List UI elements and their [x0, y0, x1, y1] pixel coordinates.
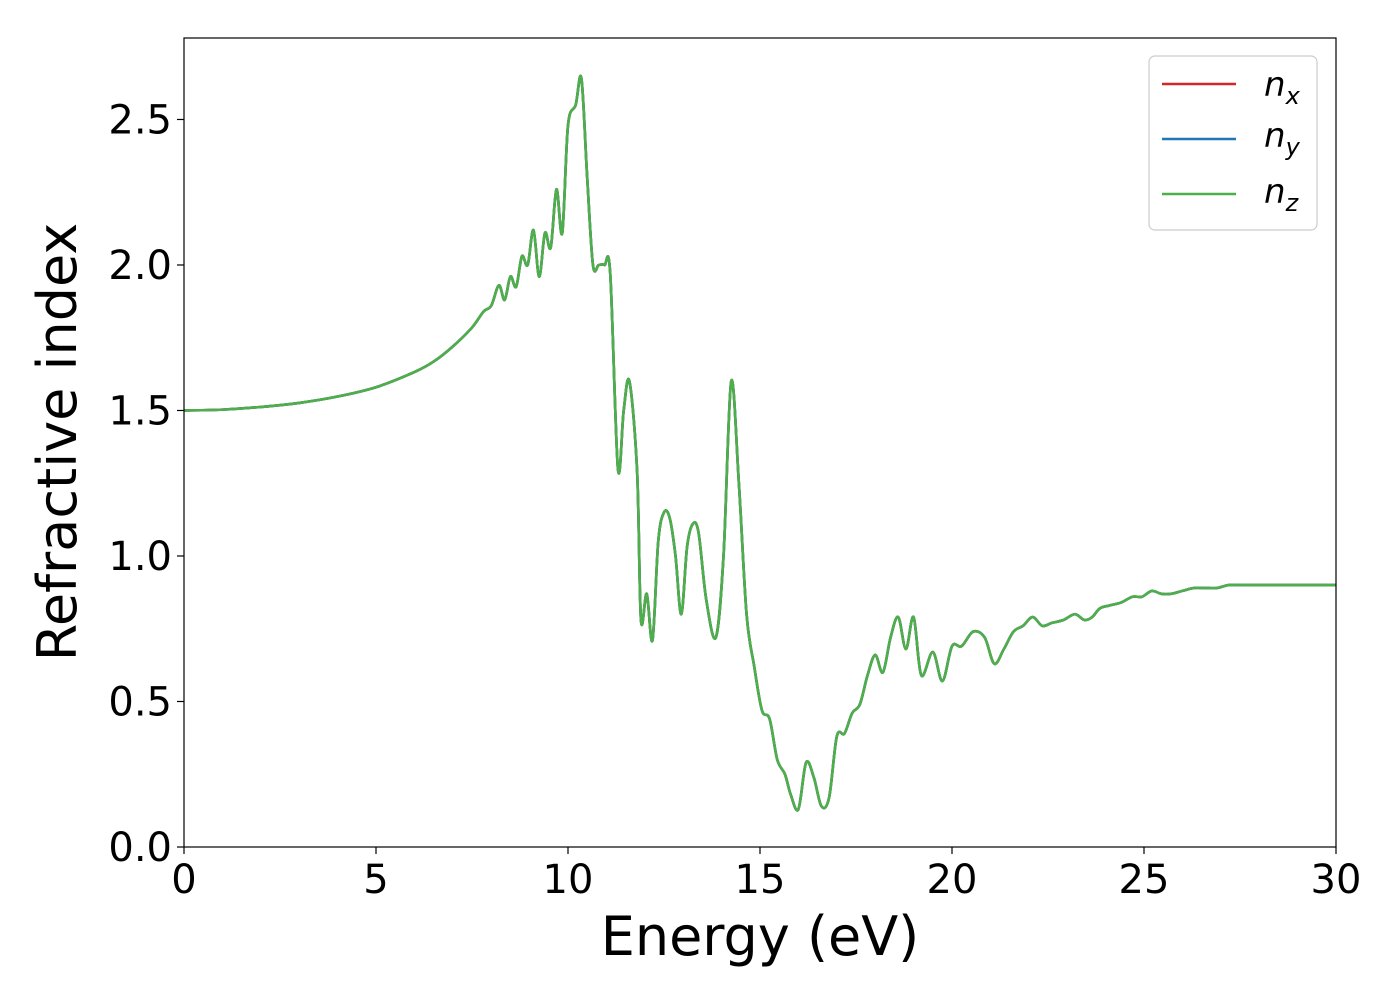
legend-entry-nx: nx: [1162, 65, 1301, 110]
legend-box: [1148, 55, 1318, 231]
legend-label-nx-main: n: [1264, 65, 1286, 105]
x-axis-ticks: 0 5 10 15 20 25 30: [171, 847, 1361, 903]
legend: nx ny nz: [1148, 55, 1318, 231]
y-tick-label: 0.5: [108, 679, 172, 725]
legend-label-ny: ny: [1264, 116, 1301, 161]
legend-label-ny-sub: y: [1285, 133, 1301, 161]
y-tick-label: 2.5: [108, 97, 172, 143]
legend-label-nz: nz: [1264, 172, 1300, 217]
legend-entry-nz: nz: [1162, 172, 1300, 217]
series-line-nz: [184, 74, 1336, 812]
legend-label-nx-sub: x: [1285, 82, 1301, 110]
legend-entry-ny: ny: [1162, 116, 1301, 161]
x-tick-label: 30: [1311, 857, 1362, 903]
plot-lines: [184, 74, 1336, 812]
y-axis-ticks: 0.0 0.5 1.0 1.5 2.0 2.5: [108, 97, 184, 871]
x-tick-label: 25: [1119, 857, 1170, 903]
legend-label-nz-main: n: [1264, 172, 1286, 212]
x-tick-label: 15: [735, 857, 786, 903]
x-axis-label: Energy (eV): [601, 905, 920, 968]
y-axis-label: Refractive index: [26, 223, 89, 662]
x-tick-label: 0: [171, 857, 196, 903]
legend-label-nx: nx: [1264, 65, 1301, 110]
y-tick-label: 1.0: [108, 534, 172, 580]
x-tick-label: 10: [543, 857, 594, 903]
y-tick-label: 1.5: [108, 388, 172, 434]
y-tick-label: 2.0: [108, 243, 172, 289]
y-tick-label: 0.0: [108, 825, 172, 871]
legend-label-nz-sub: z: [1285, 189, 1300, 217]
x-tick-label: 5: [363, 857, 388, 903]
x-tick-label: 20: [927, 857, 978, 903]
legend-label-ny-main: n: [1264, 116, 1286, 156]
